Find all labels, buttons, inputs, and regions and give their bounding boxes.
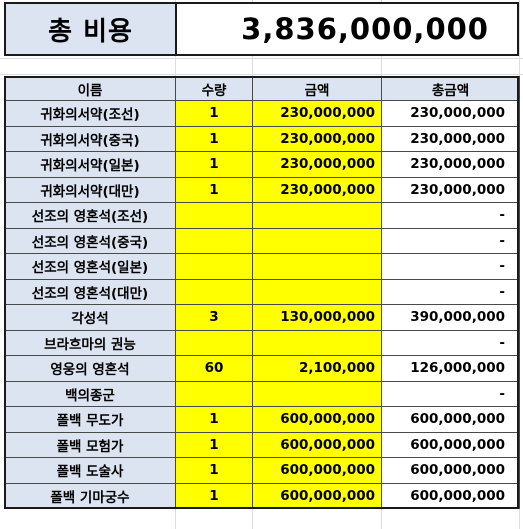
- item-name-cell[interactable]: 선조의 영혼석(일본): [4, 253, 176, 280]
- item-amount-cell[interactable]: 230,000,000: [252, 125, 382, 152]
- item-name-cell[interactable]: 귀화의서약(조선): [4, 100, 176, 127]
- item-name-cell[interactable]: 선조의 영혼석(중국): [4, 227, 176, 254]
- item-name-cell[interactable]: 백의종군: [4, 380, 176, 407]
- item-amount-cell[interactable]: [252, 253, 382, 280]
- item-name-cell[interactable]: 선조의 영혼석(대만): [4, 278, 176, 305]
- item-total-cell[interactable]: 230,000,000: [381, 125, 520, 152]
- item-qty-cell[interactable]: 1: [175, 457, 253, 484]
- table-row: 귀화의서약(대만) 1 230,000,000 230,000,000: [4, 176, 520, 203]
- item-total-cell[interactable]: 600,000,000: [381, 431, 520, 458]
- item-qty-cell[interactable]: [175, 227, 253, 254]
- grid-line: [0, 58, 523, 59]
- item-qty-cell[interactable]: 60: [175, 355, 253, 382]
- item-total-cell[interactable]: -: [381, 202, 520, 229]
- item-qty-cell[interactable]: 1: [175, 482, 253, 509]
- item-name-cell[interactable]: 폴백 무도가: [4, 406, 176, 433]
- total-cost-label[interactable]: 총 비용: [6, 4, 177, 54]
- item-amount-cell[interactable]: 230,000,000: [252, 176, 382, 203]
- table-row: 폴백 기마궁수 1 600,000,000 600,000,000: [4, 482, 520, 509]
- item-amount-cell[interactable]: 230,000,000: [252, 151, 382, 178]
- item-qty-cell[interactable]: 1: [175, 176, 253, 203]
- item-qty-cell[interactable]: 1: [175, 100, 253, 127]
- item-name-cell[interactable]: 브라흐마의 권능: [4, 329, 176, 356]
- table-row: 각성석 3 130,000,000 390,000,000: [4, 304, 520, 331]
- items-table: 이름 수량 금액 총금액 귀화의서약(조선) 1 230,000,000 230,00…: [4, 76, 520, 509]
- item-amount-cell[interactable]: 600,000,000: [252, 406, 382, 433]
- item-total-cell[interactable]: 600,000,000: [381, 406, 520, 433]
- item-name-cell[interactable]: 선조의 영혼석(조선): [4, 202, 176, 229]
- table-row: 폴백 도술사 1 600,000,000 600,000,000: [4, 457, 520, 484]
- item-name-cell[interactable]: 귀화의서약(중국): [4, 125, 176, 152]
- item-name-cell[interactable]: 각성석: [4, 304, 176, 331]
- total-cost-box: 총 비용 3,836,000,000: [4, 2, 519, 56]
- item-amount-cell[interactable]: 230,000,000: [252, 100, 382, 127]
- table-row: 브라흐마의 권능 -: [4, 329, 520, 356]
- item-name-cell[interactable]: 폴백 기마궁수: [4, 482, 176, 509]
- item-total-cell[interactable]: 230,000,000: [381, 176, 520, 203]
- item-name-cell[interactable]: 폴백 도술사: [4, 457, 176, 484]
- grid-line: [0, 74, 523, 75]
- item-qty-cell[interactable]: 3: [175, 304, 253, 331]
- item-qty-cell[interactable]: 1: [175, 406, 253, 433]
- header-name[interactable]: 이름: [4, 76, 176, 101]
- item-amount-cell[interactable]: 600,000,000: [252, 482, 382, 509]
- header-qty[interactable]: 수량: [175, 76, 253, 101]
- item-qty-cell[interactable]: 1: [175, 151, 253, 178]
- total-cost-value[interactable]: 3,836,000,000: [241, 12, 489, 46]
- item-total-cell[interactable]: 126,000,000: [381, 355, 520, 382]
- item-total-cell[interactable]: -: [381, 380, 520, 407]
- item-qty-cell[interactable]: 1: [175, 431, 253, 458]
- table-row: 폴백 모험가 1 600,000,000 600,000,000: [4, 431, 520, 458]
- item-total-cell[interactable]: -: [381, 253, 520, 280]
- table-row: 영웅의 영혼석 60 2,100,000 126,000,000: [4, 355, 520, 382]
- table-row: 선조의 영혼석(일본) -: [4, 253, 520, 280]
- table-row: 폴백 무도가 1 600,000,000 600,000,000: [4, 406, 520, 433]
- table-row: 백의종군 -: [4, 380, 520, 407]
- table-row: 선조의 영혼석(조선) -: [4, 202, 520, 229]
- item-total-cell[interactable]: -: [381, 278, 520, 305]
- item-name-cell[interactable]: 폴백 모험가: [4, 431, 176, 458]
- item-total-cell[interactable]: -: [381, 227, 520, 254]
- header-amount[interactable]: 금액: [252, 76, 382, 101]
- item-amount-cell[interactable]: [252, 380, 382, 407]
- item-name-cell[interactable]: 귀화의서약(일본): [4, 151, 176, 178]
- item-qty-cell[interactable]: 1: [175, 125, 253, 152]
- item-total-cell[interactable]: 230,000,000: [381, 151, 520, 178]
- item-amount-cell[interactable]: 600,000,000: [252, 457, 382, 484]
- item-qty-cell[interactable]: [175, 253, 253, 280]
- item-total-cell[interactable]: -: [381, 329, 520, 356]
- item-total-cell[interactable]: 230,000,000: [381, 100, 520, 127]
- table-row: 귀화의서약(조선) 1 230,000,000 230,000,000: [4, 100, 520, 127]
- header-row: 이름 수량 금액 총금액: [4, 76, 520, 101]
- table-row: 선조의 영혼석(대만) -: [4, 278, 520, 305]
- item-total-cell[interactable]: 390,000,000: [381, 304, 520, 331]
- item-qty-cell[interactable]: [175, 202, 253, 229]
- table-row: 선조의 영혼석(중국) -: [4, 227, 520, 254]
- item-total-cell[interactable]: 600,000,000: [381, 482, 520, 509]
- header-total[interactable]: 총금액: [381, 76, 520, 101]
- item-amount-cell[interactable]: 130,000,000: [252, 304, 382, 331]
- item-amount-cell[interactable]: [252, 329, 382, 356]
- table-row: 귀화의서약(중국) 1 230,000,000 230,000,000: [4, 125, 520, 152]
- item-amount-cell[interactable]: [252, 227, 382, 254]
- item-qty-cell[interactable]: [175, 380, 253, 407]
- item-qty-cell[interactable]: [175, 329, 253, 356]
- item-name-cell[interactable]: 영웅의 영혼석: [4, 355, 176, 382]
- item-name-cell[interactable]: 귀화의서약(대만): [4, 176, 176, 203]
- item-total-cell[interactable]: 600,000,000: [381, 457, 520, 484]
- item-qty-cell[interactable]: [175, 278, 253, 305]
- item-amount-cell[interactable]: 2,100,000: [252, 355, 382, 382]
- item-amount-cell[interactable]: [252, 202, 382, 229]
- item-amount-cell[interactable]: 600,000,000: [252, 431, 382, 458]
- table-row: 귀화의서약(일본) 1 230,000,000 230,000,000: [4, 151, 520, 178]
- item-amount-cell[interactable]: [252, 278, 382, 305]
